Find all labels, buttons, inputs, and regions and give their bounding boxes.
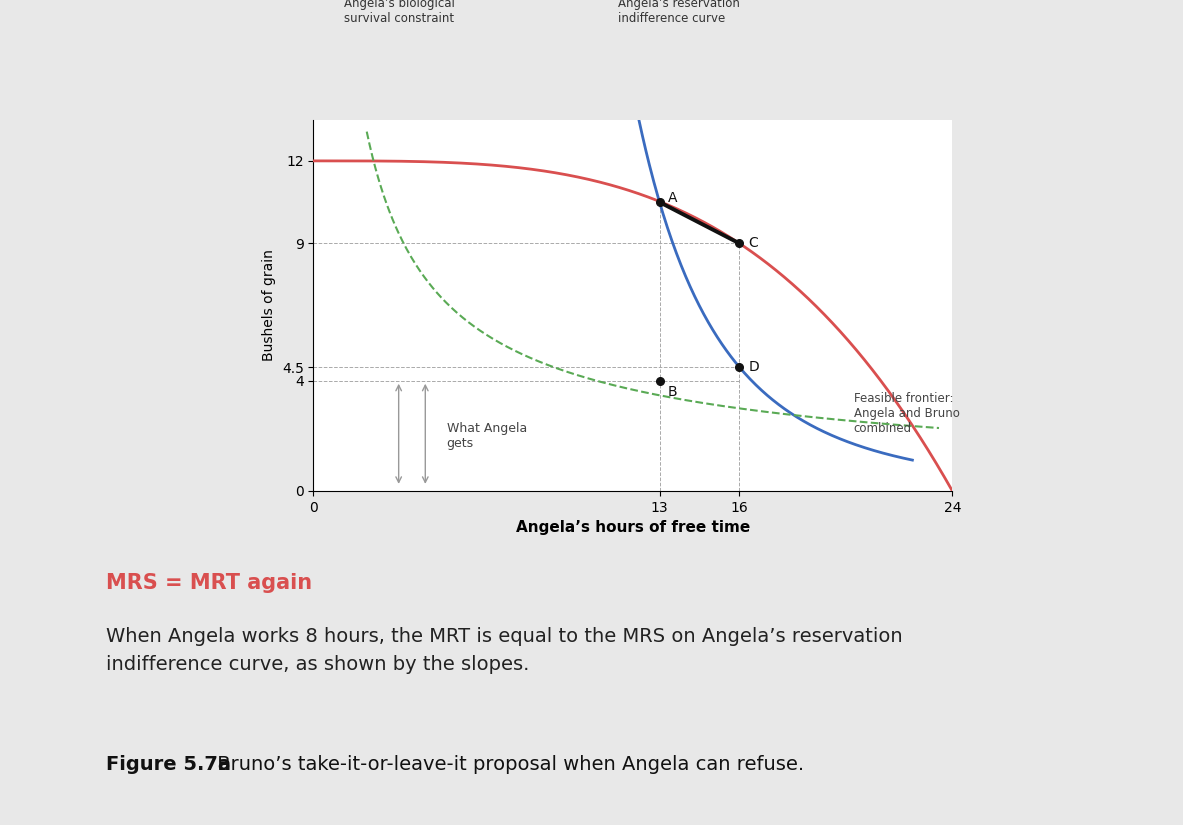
Text: B: B — [667, 385, 677, 398]
Text: Bruno’s take-it-or-leave-it proposal when Angela can refuse.: Bruno’s take-it-or-leave-it proposal whe… — [211, 755, 803, 774]
Text: MRS = MRT again: MRS = MRT again — [106, 573, 312, 593]
Text: What Angela
gets: What Angela gets — [446, 422, 526, 450]
Y-axis label: Bushels of grain: Bushels of grain — [263, 249, 277, 361]
Text: Angela’s biological
survival constraint: Angela’s biological survival constraint — [344, 0, 454, 25]
Text: C: C — [749, 237, 758, 250]
Text: Feasible frontier:
Angela and Bruno
combined: Feasible frontier: Angela and Bruno comb… — [854, 393, 959, 436]
Text: Figure 5.7a: Figure 5.7a — [106, 755, 232, 774]
Text: When Angela works 8 hours, the MRT is equal to the MRS on Angela’s reservation
i: When Angela works 8 hours, the MRT is eq… — [106, 627, 903, 674]
X-axis label: Angela’s hours of free time: Angela’s hours of free time — [516, 520, 750, 535]
Text: A: A — [667, 191, 677, 205]
Text: D: D — [749, 361, 759, 374]
Text: Angela’s reservation
indifference curve: Angela’s reservation indifference curve — [618, 0, 741, 25]
